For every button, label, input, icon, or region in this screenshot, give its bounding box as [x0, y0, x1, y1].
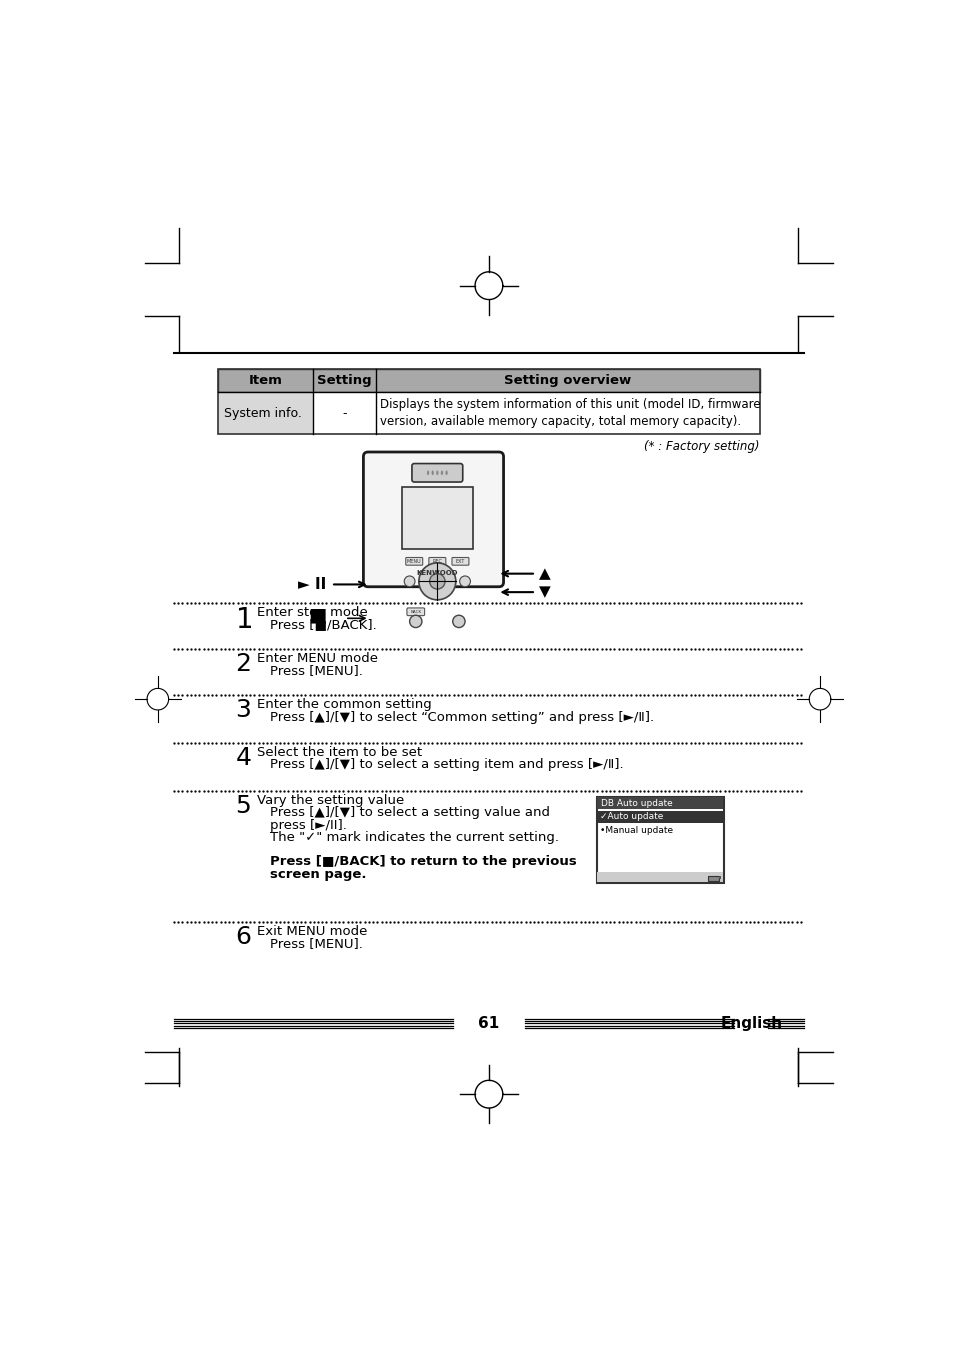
- Bar: [375, 391, 760, 435]
- FancyBboxPatch shape: [407, 608, 424, 616]
- Text: Press [■/BACK].: Press [■/BACK].: [270, 619, 376, 631]
- Text: EXT: EXT: [456, 559, 465, 563]
- FancyBboxPatch shape: [405, 558, 422, 565]
- Bar: [719, 876, 720, 879]
- Text: Press [MENU].: Press [MENU].: [270, 937, 363, 951]
- Text: ■: ■: [308, 605, 326, 624]
- Text: REC: REC: [432, 559, 442, 563]
- Text: Item: Item: [248, 374, 282, 387]
- FancyBboxPatch shape: [412, 463, 462, 482]
- Text: press [►/II].: press [►/II].: [270, 819, 347, 831]
- Text: -: -: [341, 406, 346, 420]
- Text: 6: 6: [235, 925, 252, 949]
- Text: Enter stop mode: Enter stop mode: [257, 607, 368, 619]
- Text: version, available memory capacity, total memory capacity).: version, available memory capacity, tota…: [380, 414, 740, 428]
- Text: System info.: System info.: [224, 406, 301, 420]
- Bar: [597, 811, 722, 823]
- Ellipse shape: [436, 470, 438, 475]
- Text: Enter the common setting: Enter the common setting: [257, 699, 432, 711]
- Text: ▼: ▼: [538, 585, 550, 600]
- Ellipse shape: [445, 470, 447, 475]
- Text: Exit MENU mode: Exit MENU mode: [257, 925, 367, 938]
- Bar: [401, 487, 473, 548]
- Bar: [708, 876, 719, 881]
- Bar: [596, 798, 723, 883]
- Bar: [217, 368, 760, 391]
- Text: 5: 5: [235, 793, 251, 818]
- Circle shape: [418, 563, 456, 600]
- Bar: [217, 368, 760, 435]
- Text: 4: 4: [235, 746, 252, 770]
- Text: 2: 2: [235, 653, 252, 676]
- Text: KENWOOD: KENWOOD: [416, 570, 457, 575]
- Text: screen page.: screen page.: [270, 868, 366, 881]
- Text: Vary the setting value: Vary the setting value: [257, 793, 404, 807]
- Text: ✓Auto update: ✓Auto update: [599, 812, 662, 822]
- Text: 61: 61: [477, 1016, 499, 1030]
- Text: Press [▲]/[▼] to select a setting item and press [►/Ⅱ].: Press [▲]/[▼] to select a setting item a…: [270, 758, 623, 772]
- FancyBboxPatch shape: [452, 558, 469, 565]
- FancyBboxPatch shape: [363, 452, 503, 586]
- Text: 3: 3: [235, 699, 252, 723]
- Bar: [597, 798, 722, 810]
- Text: (* : Factory setting): (* : Factory setting): [644, 440, 760, 454]
- Text: 1: 1: [235, 607, 253, 634]
- Text: BACK: BACK: [410, 609, 421, 613]
- Ellipse shape: [427, 470, 429, 475]
- Text: MENU: MENU: [407, 559, 421, 563]
- Text: Press [▲]/[▼] to select “Common setting” and press [►/Ⅱ].: Press [▲]/[▼] to select “Common setting”…: [270, 711, 654, 724]
- Text: Setting: Setting: [316, 374, 371, 387]
- Text: ► II: ► II: [298, 577, 326, 592]
- Text: •Manual update: •Manual update: [599, 826, 672, 835]
- Text: DB Auto update: DB Auto update: [600, 799, 672, 807]
- Circle shape: [409, 615, 421, 627]
- Text: Press [▲]/[▼] to select a setting value and: Press [▲]/[▼] to select a setting value …: [270, 806, 550, 819]
- Text: Setting overview: Setting overview: [504, 374, 631, 387]
- Text: Press [■/BACK] to return to the previous: Press [■/BACK] to return to the previous: [270, 856, 577, 868]
- Text: Enter MENU mode: Enter MENU mode: [257, 653, 377, 665]
- Circle shape: [429, 574, 444, 589]
- FancyBboxPatch shape: [429, 558, 445, 565]
- Ellipse shape: [440, 470, 442, 475]
- Circle shape: [459, 575, 470, 586]
- Circle shape: [404, 575, 415, 586]
- Text: Press [MENU].: Press [MENU].: [270, 665, 363, 677]
- Bar: [313, 391, 375, 435]
- Bar: [597, 872, 722, 883]
- Text: The "✓" mark indicates the current setting.: The "✓" mark indicates the current setti…: [270, 831, 558, 844]
- Text: English: English: [720, 1016, 781, 1030]
- Text: Select the item to be set: Select the item to be set: [257, 746, 422, 760]
- Circle shape: [453, 615, 464, 627]
- Text: Displays the system information of this unit (model ID, firmware: Displays the system information of this …: [380, 398, 760, 410]
- Ellipse shape: [431, 470, 434, 475]
- Text: ▲: ▲: [538, 566, 550, 581]
- Bar: [217, 391, 313, 435]
